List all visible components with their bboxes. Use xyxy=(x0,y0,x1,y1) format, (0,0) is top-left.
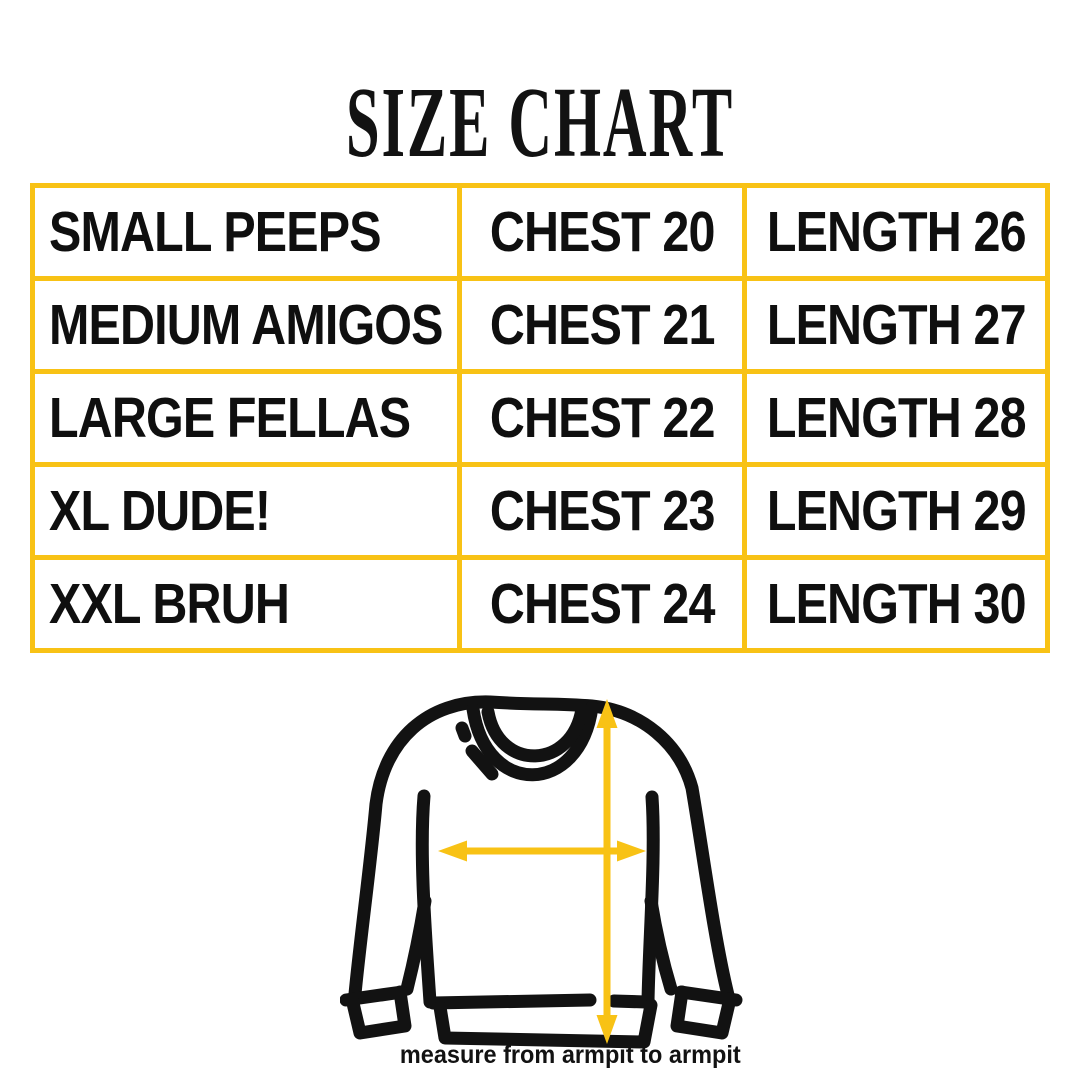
table-row: XXL BRUH CHEST 24 LENGTH 30 xyxy=(35,560,1045,648)
size-cell: MEDIUM AMIGOS xyxy=(35,281,457,369)
length-value: LENGTH 26 xyxy=(766,200,1027,264)
size-label: XL DUDE! xyxy=(49,479,271,543)
chest-value: CHEST 23 xyxy=(489,479,716,543)
chest-value: CHEST 21 xyxy=(489,293,716,357)
length-cell: LENGTH 26 xyxy=(747,188,1045,276)
length-cell: LENGTH 28 xyxy=(747,374,1045,462)
size-cell: XXL BRUH xyxy=(35,560,457,648)
size-cell: LARGE FELLAS xyxy=(35,374,457,462)
length-value: LENGTH 29 xyxy=(766,479,1027,543)
table-row: XL DUDE! CHEST 23 LENGTH 29 xyxy=(35,467,1045,555)
diagram-caption-text: measure from armpit to armpit xyxy=(399,1041,741,1069)
chest-cell: CHEST 24 xyxy=(462,560,742,648)
size-label: LARGE FELLAS xyxy=(49,386,411,450)
page-title-text: SIZE CHART xyxy=(345,65,735,179)
chest-cell: CHEST 22 xyxy=(462,374,742,462)
size-cell: XL DUDE! xyxy=(35,467,457,555)
length-value: LENGTH 30 xyxy=(766,572,1027,636)
sweatshirt-outline-icon xyxy=(339,695,743,1049)
size-chart-table: SMALL PEEPS CHEST 20 LENGTH 26 MEDIUM AM… xyxy=(30,183,1050,653)
length-cell: LENGTH 29 xyxy=(747,467,1045,555)
length-arrow-icon xyxy=(596,699,618,1044)
length-value: LENGTH 28 xyxy=(766,386,1027,450)
diagram-caption: measure from armpit to armpit xyxy=(360,1041,780,1070)
chest-width-arrow-icon xyxy=(438,840,646,862)
length-cell: LENGTH 30 xyxy=(747,560,1045,648)
size-label: XXL BRUH xyxy=(49,572,290,636)
length-value: LENGTH 27 xyxy=(766,293,1027,357)
chest-value: CHEST 20 xyxy=(489,200,716,264)
length-cell: LENGTH 27 xyxy=(747,281,1045,369)
chest-value: CHEST 24 xyxy=(489,572,716,636)
chest-cell: CHEST 20 xyxy=(462,188,742,276)
measurement-diagram xyxy=(339,686,760,1058)
page-title: SIZE CHART xyxy=(0,71,1080,172)
chest-cell: CHEST 21 xyxy=(462,281,742,369)
table-row: SMALL PEEPS CHEST 20 LENGTH 26 xyxy=(35,188,1045,276)
size-cell: SMALL PEEPS xyxy=(35,188,457,276)
size-label: SMALL PEEPS xyxy=(49,200,382,264)
chest-cell: CHEST 23 xyxy=(462,467,742,555)
table-row: LARGE FELLAS CHEST 22 LENGTH 28 xyxy=(35,374,1045,462)
size-label: MEDIUM AMIGOS xyxy=(49,293,443,357)
chest-value: CHEST 22 xyxy=(489,386,716,450)
table-row: MEDIUM AMIGOS CHEST 21 LENGTH 27 xyxy=(35,281,1045,369)
